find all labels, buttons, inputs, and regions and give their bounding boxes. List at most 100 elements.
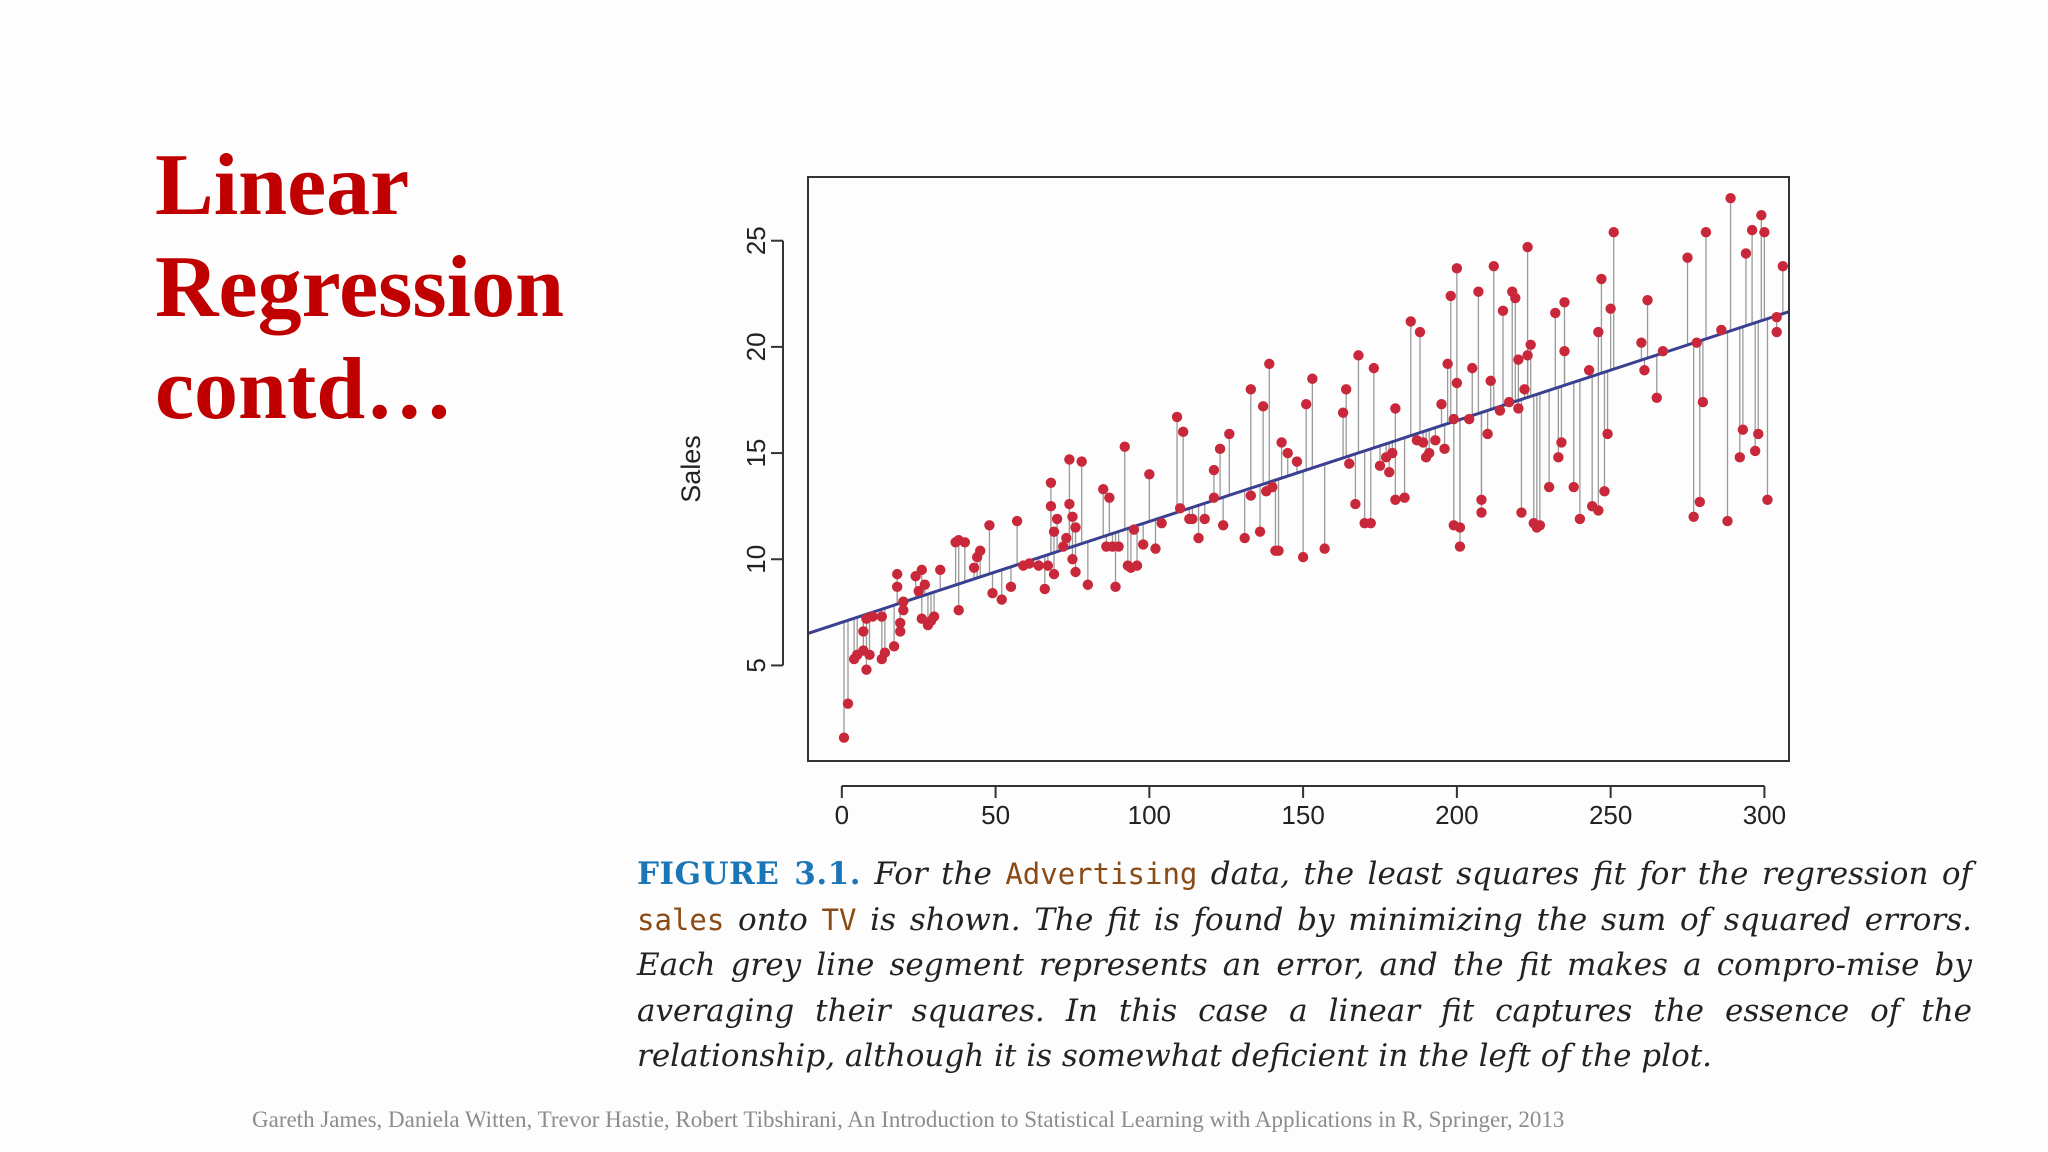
data-point [1104, 492, 1115, 503]
data-point [1740, 248, 1752, 259]
data-point [1193, 532, 1204, 544]
data-point [1387, 447, 1398, 459]
data-point [1445, 290, 1456, 302]
data-point [1543, 481, 1555, 493]
data-point [1156, 517, 1167, 529]
data-point [1417, 437, 1429, 448]
data-point [1451, 263, 1463, 274]
data-point [1297, 551, 1309, 563]
caption-text: data, the least squares fit for the regr… [1197, 856, 1972, 892]
x-tick-label: 100 [1128, 800, 1171, 830]
fit-line-layer [807, 310, 1790, 635]
data-point [1559, 345, 1570, 357]
data-point [1777, 260, 1789, 272]
data-point [1113, 541, 1124, 552]
data-point [1307, 373, 1318, 384]
data-point [1556, 437, 1567, 448]
data-point [861, 664, 872, 675]
data-point [1642, 294, 1653, 306]
data-point [867, 611, 878, 622]
title-line: Regression [155, 239, 565, 336]
x-tick-label: 0 [835, 800, 849, 830]
data-point [1337, 407, 1349, 418]
caption-text: For the [861, 856, 1006, 892]
x-tick-label: 200 [1435, 800, 1478, 830]
caption-code: sales [637, 902, 725, 937]
data-point [1051, 513, 1063, 525]
data-point [1636, 337, 1647, 348]
x-tick-label: 50 [981, 800, 1010, 830]
data-point [1651, 392, 1662, 404]
data-point [1762, 494, 1773, 505]
data-point [1550, 307, 1561, 319]
data-point [1177, 426, 1189, 438]
data-point [1691, 337, 1702, 348]
data-point [891, 568, 903, 580]
data-point [879, 647, 891, 658]
slide-title: Linear Regression contd… [155, 135, 675, 441]
data-point [1300, 399, 1312, 410]
data-point [1282, 447, 1293, 459]
data-point [1519, 384, 1530, 395]
data-point [1399, 492, 1410, 503]
data-point [1605, 303, 1616, 314]
data-point [1257, 401, 1269, 412]
data-point [1771, 311, 1782, 323]
data-point [1488, 260, 1499, 272]
data-point [1522, 350, 1533, 361]
data-point [1485, 375, 1496, 387]
data-point [1463, 413, 1475, 425]
data-point [1276, 437, 1287, 448]
x-tick-label: 250 [1589, 800, 1632, 830]
data-point [1067, 511, 1078, 522]
data-point [935, 564, 946, 576]
data-point [1694, 496, 1706, 508]
data-point [1503, 396, 1515, 408]
data-point [1070, 566, 1081, 578]
data-point [1602, 428, 1613, 440]
title-line: Linear [155, 137, 410, 234]
data-point [1423, 447, 1435, 459]
data-point [1045, 500, 1057, 512]
data-point [842, 698, 854, 709]
data-point [898, 596, 909, 607]
data-point [1734, 452, 1745, 463]
caption-code: Advertising [1005, 857, 1198, 891]
data-point [1688, 511, 1699, 522]
data-point [1596, 273, 1607, 285]
data-point [1224, 428, 1235, 440]
data-point [1436, 399, 1447, 410]
data-point [1144, 469, 1155, 480]
data-point [1061, 532, 1072, 544]
data-point [1476, 507, 1487, 518]
title-line: contd… [155, 341, 454, 438]
data-point [858, 626, 869, 637]
data-point [959, 537, 971, 548]
citation: Gareth James, Daniela Witten, Trevor Has… [252, 1107, 1565, 1132]
data-point [1340, 384, 1352, 395]
axes: 0 50 100 150 200 250 300 5 10 15 20 25 [741, 226, 1786, 830]
data-point [1608, 227, 1619, 238]
data-point [1039, 583, 1050, 595]
y-tick-label: 25 [741, 226, 771, 255]
data-point [1439, 443, 1450, 455]
data-point [864, 649, 875, 661]
data-point [1771, 326, 1782, 338]
data-point [1350, 498, 1361, 510]
data-point [1451, 377, 1463, 389]
data-point [1497, 305, 1509, 316]
data-point [1737, 424, 1749, 435]
data-point [1553, 452, 1564, 463]
y-axis-label: Sales [676, 435, 706, 503]
data-point [975, 545, 986, 556]
data-point [1067, 554, 1078, 565]
data-point [1753, 428, 1764, 440]
data-point [928, 611, 940, 622]
data-point [838, 732, 850, 743]
data-point [1171, 411, 1183, 423]
data-point [1525, 339, 1536, 350]
data-point [1131, 560, 1143, 571]
data-point [1756, 210, 1767, 221]
data-point [1214, 443, 1226, 455]
